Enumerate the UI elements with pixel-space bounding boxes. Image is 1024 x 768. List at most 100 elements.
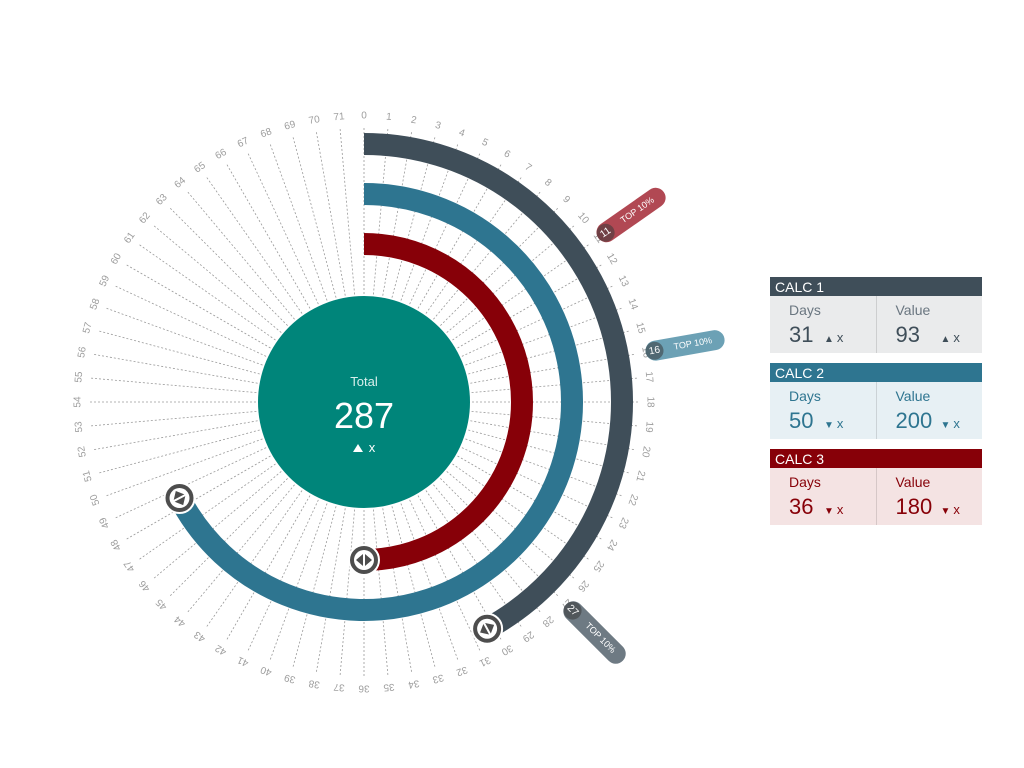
- total-trend-x: x: [369, 440, 376, 455]
- tick-label: 66: [214, 147, 230, 162]
- tick-label: 28: [540, 613, 556, 629]
- calc1-body: Days 31 ▲ x Value 93 ▲ x: [770, 296, 982, 353]
- tick-line: [104, 438, 263, 497]
- tick-line: [186, 190, 295, 320]
- tick-label: 15: [633, 321, 647, 335]
- tick-label: 48: [109, 537, 124, 553]
- tick-label: 31: [477, 654, 492, 669]
- trend-up-icon: [353, 444, 363, 452]
- calc3-days-cell: Days 36 ▼ x: [770, 468, 876, 525]
- arc-handles[interactable]: [163, 482, 504, 645]
- tick-label: 40: [259, 663, 274, 677]
- tick-label: 0: [361, 111, 367, 122]
- tick-line: [97, 330, 260, 375]
- calc1-value-label: Value: [895, 302, 931, 318]
- tick-line: [152, 471, 282, 580]
- tick-label: 7: [523, 162, 534, 174]
- tick-label: 69: [283, 119, 297, 133]
- arrows-icon: [356, 554, 372, 566]
- calc2-drag-handle[interactable]: [163, 482, 196, 515]
- tick-label: 6: [502, 148, 513, 161]
- tick-label: 60: [109, 251, 124, 267]
- calc2-value-value: 200: [895, 408, 933, 433]
- tick-line: [205, 490, 303, 629]
- tick-line: [246, 151, 319, 305]
- tick-line: [104, 307, 263, 366]
- tick-label: 1: [386, 112, 393, 123]
- tick-label: 57: [81, 321, 95, 335]
- calc1-value-cell: Value 93 ▲ x: [875, 296, 983, 353]
- tick-line: [373, 509, 389, 677]
- tick-line: [292, 506, 337, 669]
- tick-label: 34: [407, 677, 420, 690]
- tick-label: 36: [358, 682, 370, 693]
- tick-label: 41: [235, 654, 250, 669]
- tick-label: 42: [213, 642, 229, 657]
- tick-label: 61: [122, 230, 138, 246]
- calc3-drag-handle[interactable]: [348, 544, 380, 576]
- tick-line: [124, 263, 271, 349]
- calc1-days-trend: ▲ x: [824, 330, 843, 345]
- trend-down-icon: ▼: [940, 420, 951, 431]
- tick-line: [292, 135, 337, 298]
- tick-label: 4: [457, 127, 466, 139]
- tick-line: [269, 503, 328, 662]
- tick-line: [113, 284, 267, 357]
- calc2-value-label: Value: [895, 388, 931, 404]
- tick-label: 53: [73, 420, 85, 432]
- calc1-drag-handle[interactable]: [471, 612, 504, 645]
- tick-line: [409, 151, 482, 305]
- tick-line: [89, 411, 257, 427]
- tick-line: [89, 377, 257, 393]
- tick-line: [452, 463, 591, 561]
- calc2-days-label: Days: [789, 388, 821, 404]
- tick-labels: 0 1 2 3456789101112131415161718192021222324…: [73, 111, 656, 694]
- arrows-icon: [173, 490, 186, 506]
- total-value: 287: [334, 395, 394, 436]
- tick-label: 47: [122, 558, 138, 574]
- tick-line: [137, 463, 276, 561]
- calc1-days-cell: Days 31 ▲ x: [770, 296, 876, 353]
- tick-line: [425, 175, 523, 314]
- calc3-days-label: Days: [789, 474, 821, 490]
- handle-core[interactable]: [354, 550, 374, 570]
- calc1-value-trend: ▲ x: [941, 330, 960, 345]
- tick-label: 30: [499, 642, 515, 657]
- tick-label: 46: [137, 578, 153, 594]
- tick-line: [92, 420, 258, 451]
- total-circle-group: Total 287 x: [258, 296, 470, 508]
- tick-label: 39: [283, 671, 297, 685]
- tick-label: 55: [73, 371, 85, 383]
- tick-line: [205, 175, 303, 314]
- tick-label: 44: [172, 613, 188, 629]
- tick-line: [168, 478, 288, 598]
- tick-line: [400, 503, 459, 662]
- calc3-value-x: x: [953, 502, 960, 517]
- top-marker-pill: [596, 187, 666, 243]
- tick-line: [92, 353, 258, 384]
- tick-line: [339, 127, 355, 295]
- tick-line: [225, 162, 311, 309]
- calc3-value-trend: ▼ x: [941, 502, 960, 517]
- tick-label: 22: [625, 493, 639, 508]
- tick-line: [315, 130, 346, 296]
- trend-down-icon: ▼: [940, 506, 951, 517]
- tick-label: 33: [431, 671, 445, 685]
- handle-core[interactable]: [169, 488, 190, 509]
- tick-label: 19: [643, 421, 655, 433]
- tick-label: 63: [154, 192, 170, 208]
- tick-label: 14: [626, 297, 640, 312]
- tick-label: 58: [88, 297, 102, 312]
- tick-label: 35: [382, 681, 394, 693]
- tick-label: 3: [434, 120, 443, 132]
- tick-line: [409, 499, 482, 653]
- handle-core[interactable]: [477, 618, 498, 639]
- calc2-days-trend: ▼ x: [824, 416, 843, 431]
- calc1-title: CALC 1: [770, 277, 982, 296]
- tick-label: 43: [192, 628, 208, 644]
- radial-chart: 0 1 2 3456789101112131415161718192021222324…: [73, 111, 725, 694]
- tick-label: 67: [236, 135, 251, 150]
- calc2-panel: CALC 2 Days 50 ▼ x Value 200 ▼ x: [770, 363, 982, 439]
